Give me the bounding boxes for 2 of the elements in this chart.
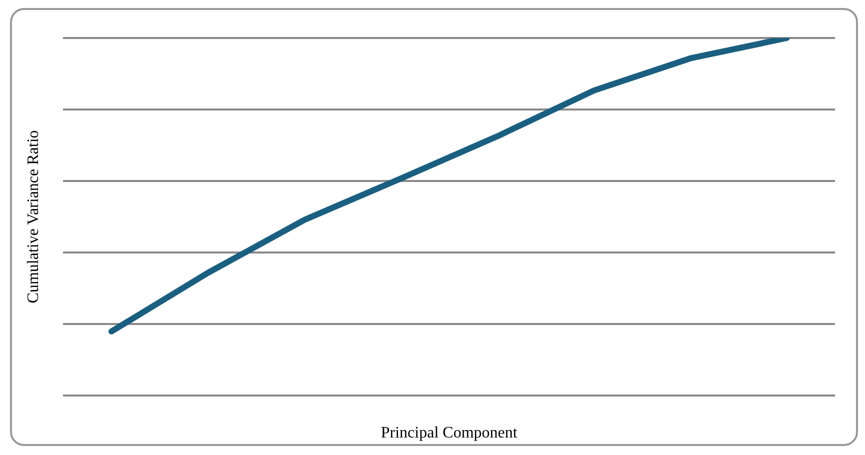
x-axis-title: Principal Component bbox=[380, 424, 518, 442]
y-axis-title: Cumulative Variance Ratio bbox=[24, 130, 42, 304]
